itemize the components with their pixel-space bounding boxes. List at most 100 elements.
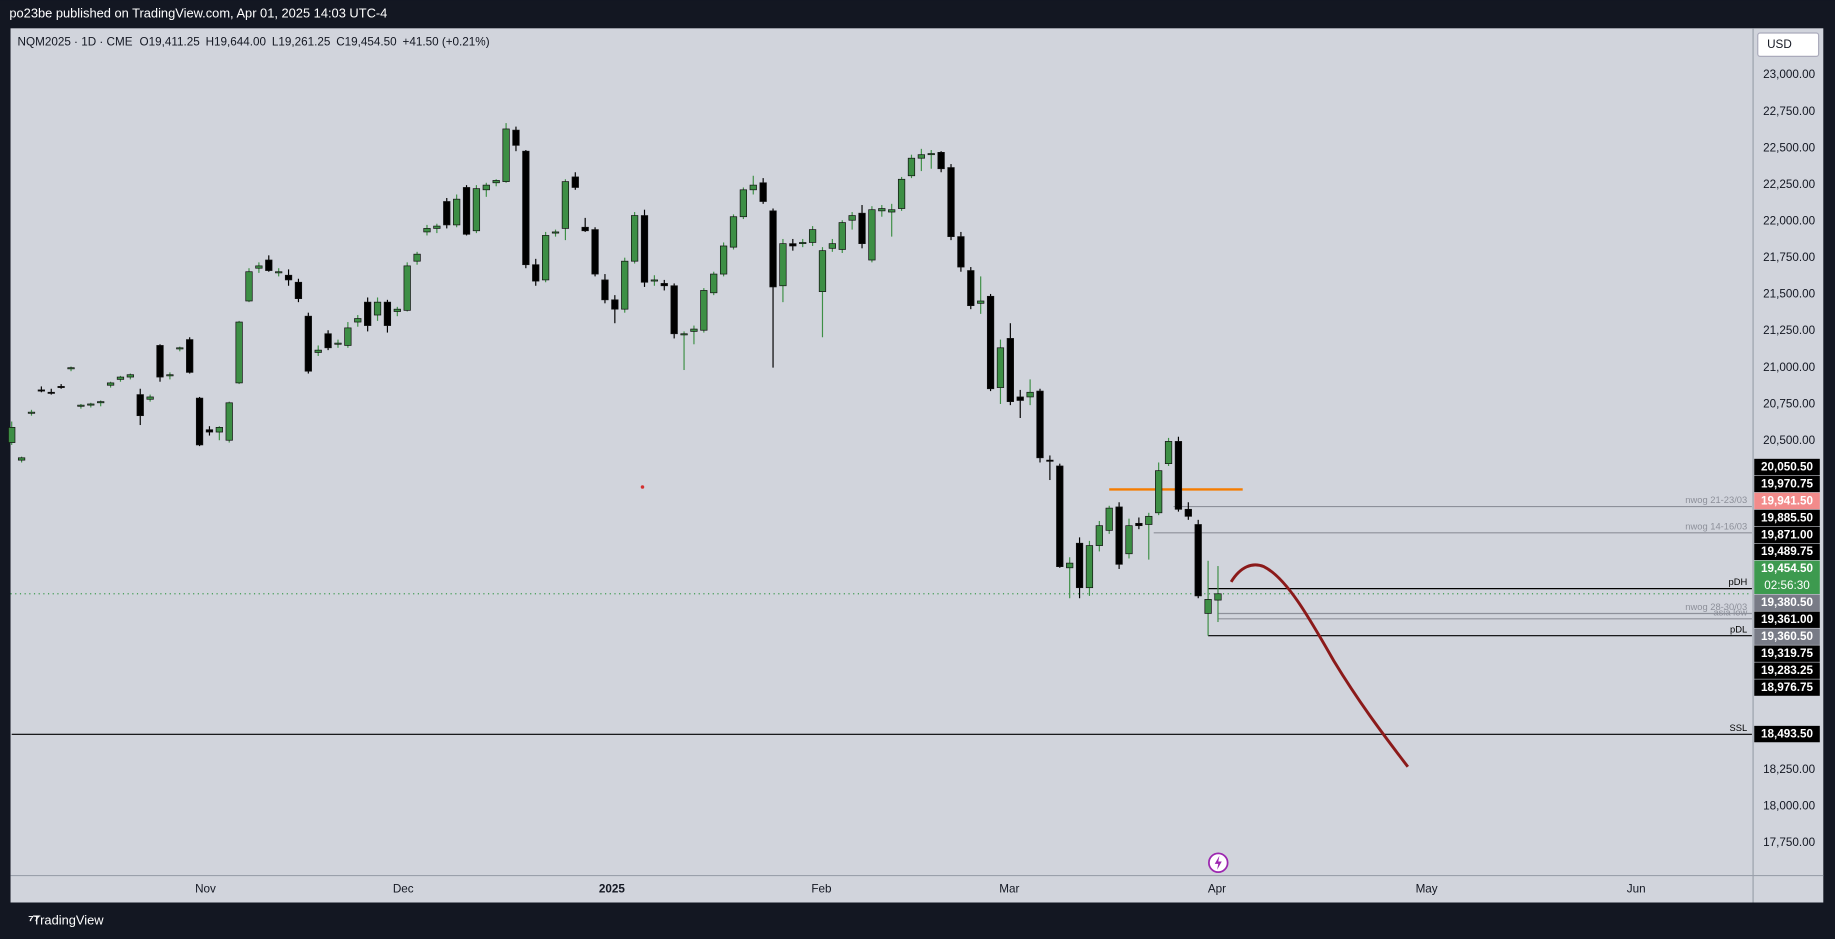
candle-body <box>413 253 421 262</box>
y-tick-label: 21,000.00 <box>1763 361 1815 374</box>
candle-body <box>186 339 194 373</box>
candle-body <box>195 397 204 446</box>
y-tick-label: 20,500.00 <box>1763 434 1815 447</box>
price-tag <box>1754 679 1820 696</box>
candle-body <box>294 281 303 299</box>
currency[interactable]: USD <box>1767 38 1792 51</box>
x-tick-label: Dec <box>393 883 414 896</box>
candle-body <box>650 279 659 282</box>
candle-body <box>868 209 876 261</box>
candle-body <box>1016 396 1024 401</box>
candle-body <box>423 228 431 233</box>
price-tag <box>1754 543 1820 561</box>
x-tick-label: Jun <box>1627 883 1646 896</box>
candle-body <box>393 308 401 312</box>
candle-body <box>551 231 560 234</box>
level-label: pDL <box>1730 624 1747 634</box>
price-tag <box>1754 662 1820 679</box>
price-tag-label: 19,454.50 <box>1761 562 1813 575</box>
candle-body <box>265 259 273 271</box>
candle-body <box>17 457 26 461</box>
candle-body <box>166 374 174 377</box>
price-tag <box>1754 475 1820 493</box>
candle-body <box>1095 525 1103 546</box>
candle-body <box>927 153 935 156</box>
candle-body <box>304 315 312 372</box>
price-tag <box>1754 611 1820 628</box>
x-tick-label: Feb <box>811 883 832 896</box>
price-tag-label: 19,361.00 <box>1761 613 1813 626</box>
candle-body <box>937 152 945 170</box>
candle-body <box>225 402 233 441</box>
candle-body <box>660 283 668 287</box>
candle-body <box>818 250 827 292</box>
candle-body <box>1174 441 1183 510</box>
candle-body <box>1075 542 1084 589</box>
candle-body <box>749 184 757 191</box>
candle-body <box>215 427 223 433</box>
x-tick-label: 2025 <box>599 883 626 896</box>
candle-body <box>275 271 283 274</box>
x-tick-label: Apr <box>1208 883 1226 896</box>
candle-body <box>957 236 965 268</box>
level-label: SSL <box>1730 723 1748 733</box>
candle-body <box>97 401 105 404</box>
chart-bg <box>10 28 1824 903</box>
candle-body <box>789 243 797 247</box>
candle-body <box>314 349 322 353</box>
price-tag-label: 19,380.50 <box>1761 596 1813 609</box>
y-tick-label: 22,000.00 <box>1763 214 1815 227</box>
candle-body <box>779 243 787 287</box>
plot: 23,000.00 22,750.00 22,500.00 22,250.00 22,0… <box>8 68 1820 896</box>
candle-body <box>1214 593 1222 601</box>
candle-body <box>344 327 352 346</box>
candle-body <box>482 184 490 191</box>
candle-body <box>116 376 125 380</box>
candle-body <box>621 260 629 310</box>
candle-body <box>878 208 886 212</box>
price-tag <box>1754 509 1820 527</box>
candle-body <box>967 270 975 307</box>
level-label: nwog 28-30/03 <box>1685 602 1747 612</box>
candle-body <box>799 242 807 244</box>
level-label: pDH <box>1728 577 1747 587</box>
drawing-curve <box>1229 563 1410 768</box>
candle-body <box>245 271 253 302</box>
candle-body <box>492 180 500 184</box>
currency-button[interactable] <box>1757 32 1820 57</box>
price-tag-label: 19,489.75 <box>1761 545 1813 558</box>
y-tick-label: 21,250.00 <box>1763 324 1815 337</box>
change: +41.50 (+0.21%) <box>403 35 490 48</box>
candle-body <box>472 188 481 232</box>
candle-body <box>1046 459 1054 462</box>
candle-body <box>601 279 609 301</box>
candle-body <box>769 210 777 288</box>
candle-body <box>284 274 293 281</box>
candle-body <box>146 396 154 400</box>
price-tag <box>1754 526 1820 544</box>
candle-body <box>759 182 767 202</box>
y-tick-label: 18,250.00 <box>1763 763 1815 776</box>
candle-body <box>591 229 599 275</box>
candle-body <box>1184 508 1192 517</box>
candle-body <box>324 333 332 349</box>
candle-body <box>977 300 985 304</box>
y-tick-label: 22,500.00 <box>1763 141 1815 154</box>
candle-body <box>443 201 451 226</box>
candle-body <box>700 290 708 331</box>
candle-body <box>581 226 589 232</box>
candle-body <box>106 382 115 386</box>
candle-body <box>690 328 698 332</box>
candle-body <box>27 411 36 414</box>
brand-logo: ⁷⁷ <box>28 912 40 928</box>
x-tick-label: Nov <box>195 883 216 896</box>
y-tick-label: 22,750.00 <box>1763 105 1815 118</box>
candle-body <box>1085 545 1094 589</box>
price-tag <box>1754 628 1820 645</box>
candle-body <box>433 225 441 229</box>
y-tick-label: 21,750.00 <box>1763 251 1815 264</box>
candle-body <box>512 129 520 146</box>
candle-body <box>739 189 747 218</box>
